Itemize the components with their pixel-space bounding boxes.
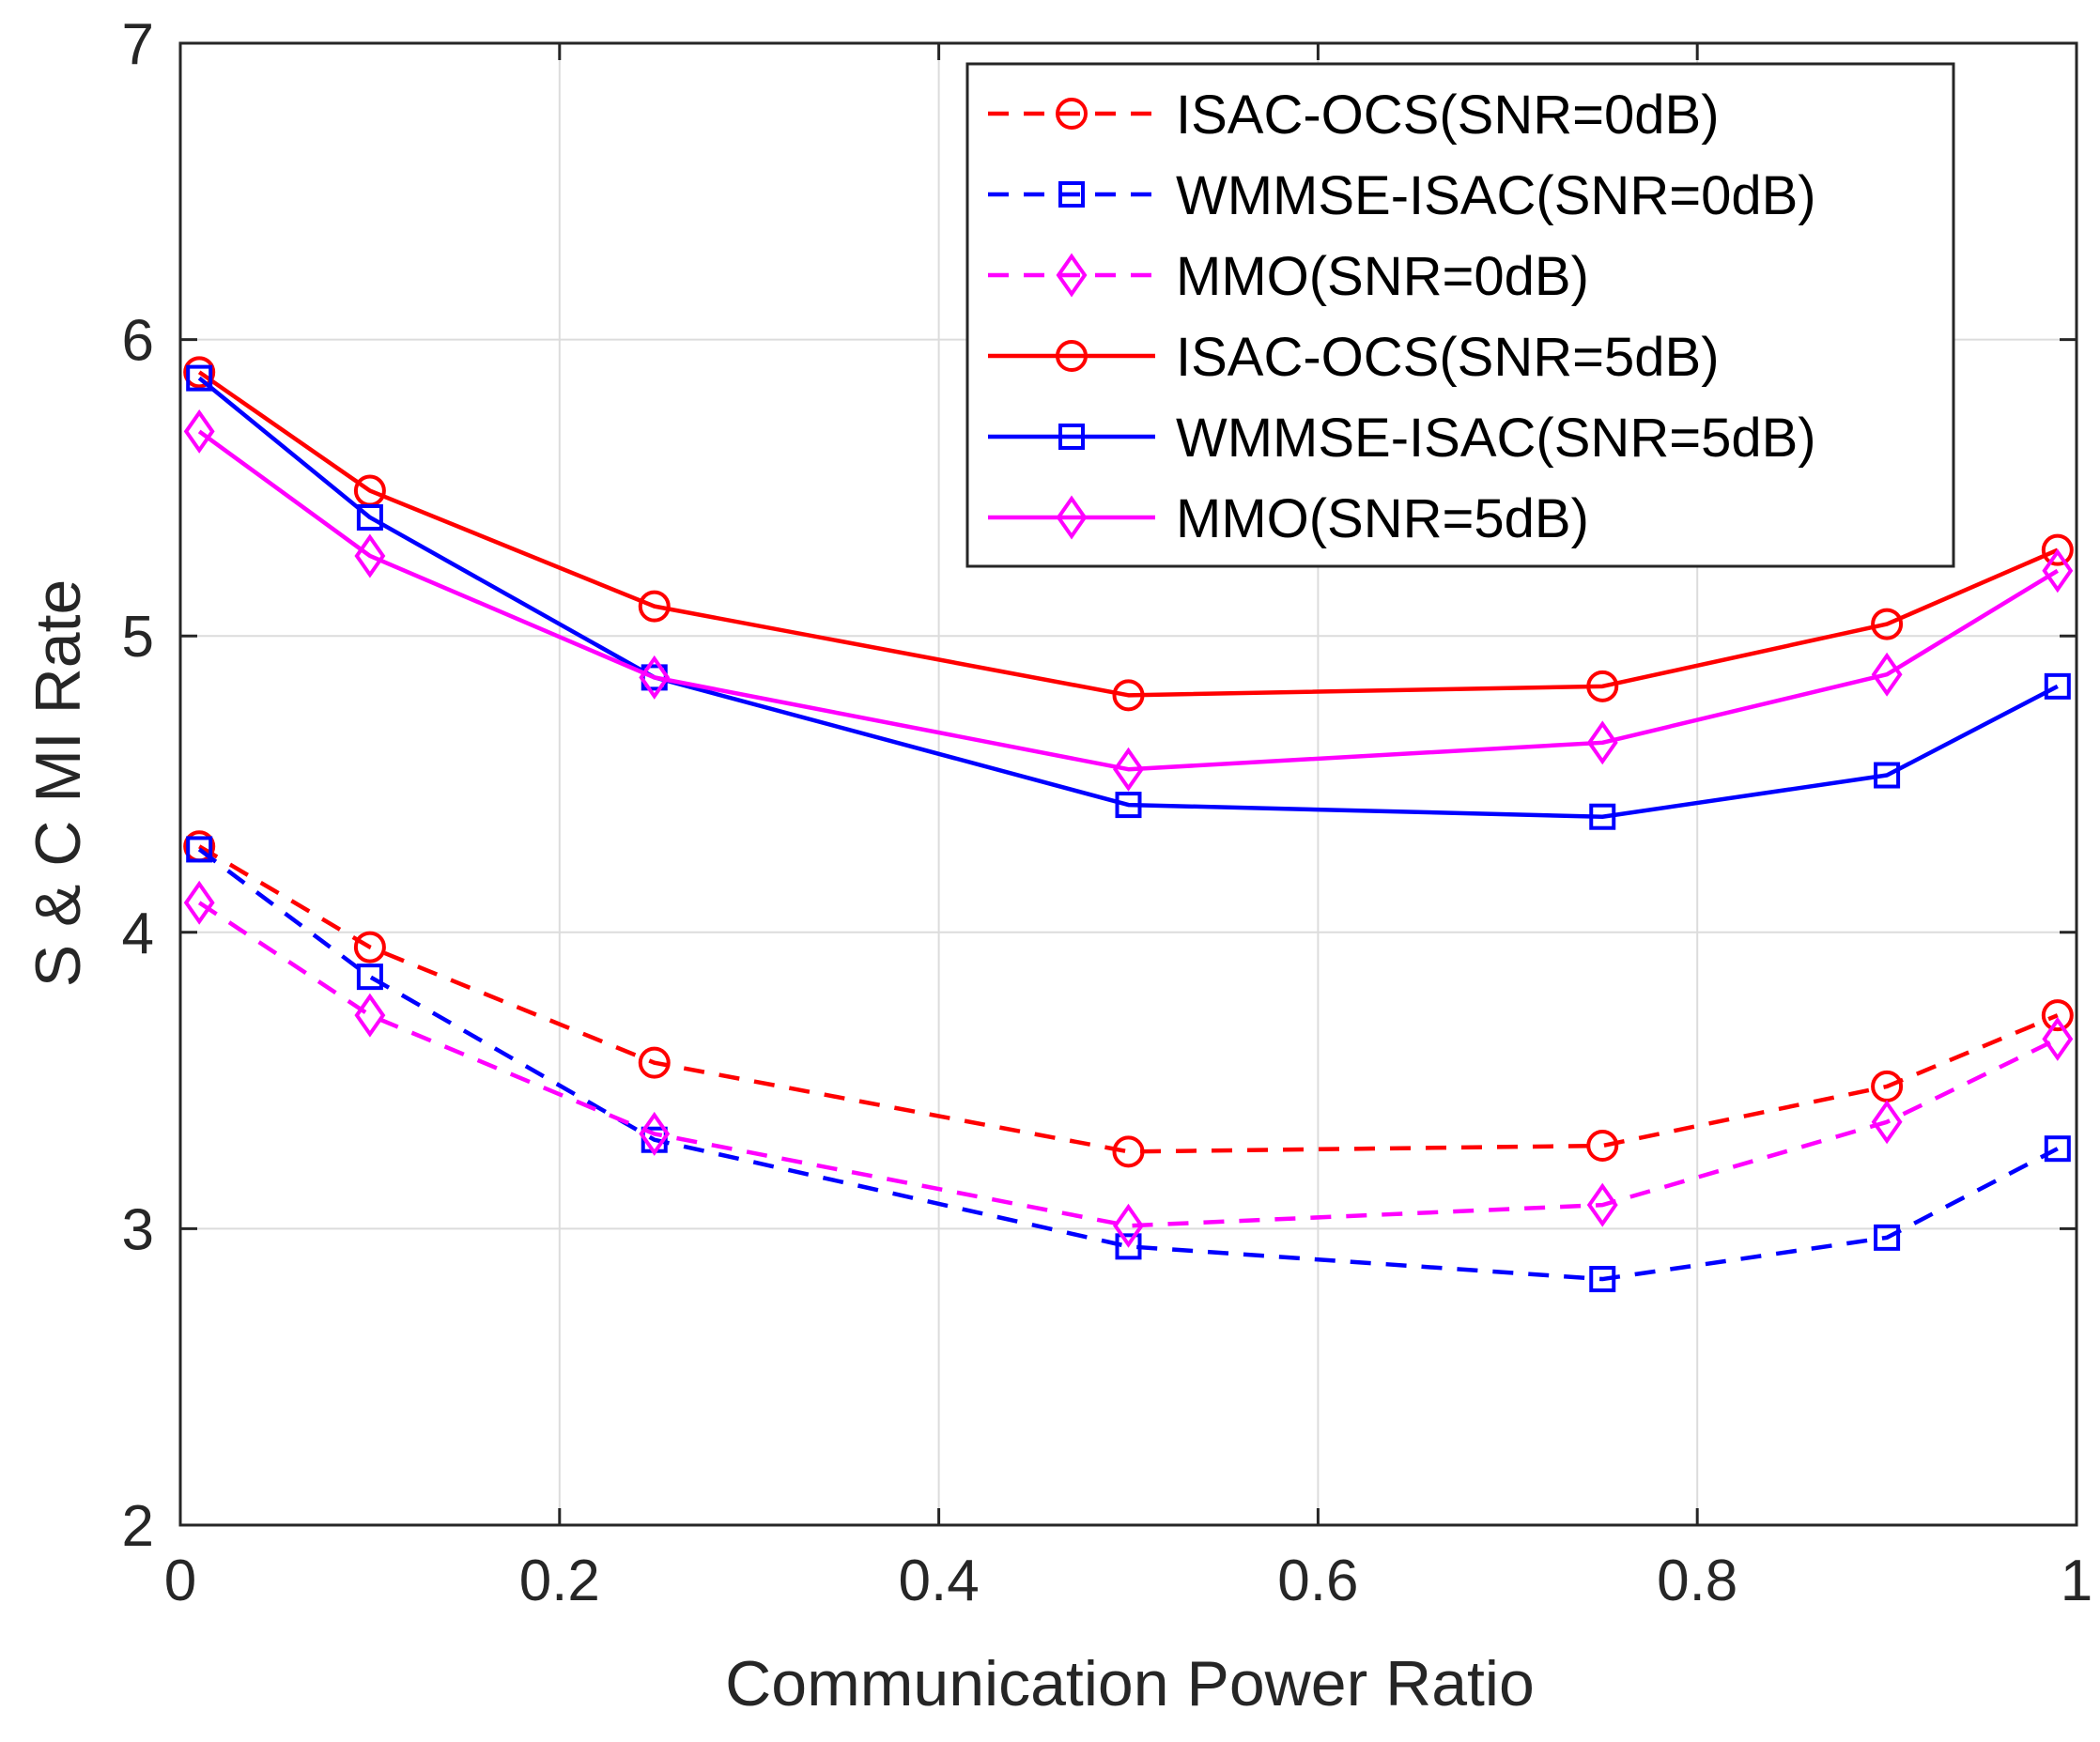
data-point bbox=[1589, 1266, 1616, 1293]
y-tick-label: 3 bbox=[122, 1197, 154, 1262]
series-5 bbox=[183, 409, 2074, 792]
legend-entry: WMMSE-ISAC(SNR=0dB) bbox=[988, 165, 1816, 226]
legend-marker bbox=[1056, 340, 1088, 372]
legend-box bbox=[965, 62, 1955, 568]
data-point bbox=[356, 503, 383, 531]
data-point bbox=[1115, 792, 1142, 819]
data-point bbox=[186, 836, 213, 863]
data-point bbox=[1874, 1224, 1901, 1251]
data-point bbox=[354, 533, 386, 578]
legend-label: MMO(SNR=0dB) bbox=[1176, 246, 1589, 307]
data-point bbox=[1113, 747, 1144, 792]
data-point bbox=[2042, 1016, 2074, 1061]
data-point bbox=[1874, 762, 1901, 789]
data-point bbox=[1112, 679, 1145, 712]
series-line bbox=[197, 429, 2059, 772]
x-tick-label: 0.8 bbox=[1657, 1549, 1737, 1613]
legend-marker bbox=[1056, 98, 1088, 130]
series-3 bbox=[183, 356, 2074, 712]
legend-label: MMO(SNR=5dB) bbox=[1176, 488, 1589, 549]
legend-entry: MMO(SNR=5dB) bbox=[988, 488, 1589, 549]
data-point bbox=[1586, 720, 1618, 765]
data-point bbox=[1871, 652, 1903, 697]
series-2 bbox=[183, 880, 2074, 1248]
series-line bbox=[198, 844, 2059, 1154]
data-point bbox=[638, 590, 671, 623]
y-axis-label: S & C MI Rate bbox=[23, 579, 94, 988]
legend-entry: WMMSE-ISAC(SNR=5dB) bbox=[988, 408, 1816, 469]
data-point bbox=[356, 963, 383, 991]
series-line bbox=[197, 901, 2059, 1228]
y-tick-label: 2 bbox=[122, 1494, 154, 1559]
legend-marker bbox=[1056, 495, 1088, 540]
data-point bbox=[1112, 1135, 1145, 1168]
series-line bbox=[197, 847, 2059, 1282]
data-point bbox=[638, 1046, 671, 1079]
data-point bbox=[2041, 999, 2074, 1032]
legend-label: WMMSE-ISAC(SNR=0dB) bbox=[1176, 165, 1816, 226]
data-point bbox=[639, 655, 671, 700]
data-point bbox=[2044, 1135, 2071, 1163]
data-point bbox=[2044, 672, 2071, 700]
legend-label: WMMSE-ISAC(SNR=5dB) bbox=[1176, 408, 1816, 469]
series-line bbox=[197, 376, 2059, 819]
y-tick-label: 6 bbox=[122, 309, 154, 374]
data-point bbox=[354, 993, 386, 1038]
legend-entry: ISAC-OCS(SNR=5dB) bbox=[988, 327, 1720, 388]
legend-marker bbox=[1058, 424, 1085, 450]
data-point bbox=[186, 364, 213, 392]
x-axis-label: Communication Power Ratio bbox=[725, 1648, 1535, 1719]
x-tick-label: 1 bbox=[2061, 1549, 2092, 1613]
legend-marker bbox=[1058, 181, 1085, 208]
plot-series bbox=[183, 356, 2074, 1293]
y-tick-label: 4 bbox=[122, 902, 154, 966]
x-tick-label: 0.2 bbox=[519, 1549, 600, 1613]
data-point bbox=[183, 356, 216, 389]
legend-label: ISAC-OCS(SNR=5dB) bbox=[1176, 327, 1720, 388]
legend-marker bbox=[1056, 253, 1088, 298]
x-tick-label: 0.6 bbox=[1277, 1549, 1358, 1613]
legend: ISAC-OCS(SNR=0dB) WMMSE-ISAC(SNR=0dB) MMO(… bbox=[965, 62, 1955, 568]
data-point bbox=[639, 1111, 671, 1156]
tick-labels: 0 0.2 0.4 0.6 0.8 1 2 3 4 5 6 7 bbox=[122, 12, 2093, 1613]
data-point bbox=[353, 931, 386, 963]
legend-entry: ISAC-OCS(SNR=0dB) bbox=[988, 85, 1720, 146]
data-point bbox=[2042, 548, 2074, 594]
legend-label: ISAC-OCS(SNR=0dB) bbox=[1176, 85, 1720, 146]
data-point bbox=[1586, 1182, 1618, 1227]
data-point bbox=[1586, 1130, 1619, 1163]
data-point bbox=[183, 880, 215, 925]
data-point bbox=[2041, 533, 2074, 566]
legend-entry: MMO(SNR=0dB) bbox=[988, 246, 1589, 307]
plot-area-frame bbox=[178, 41, 2078, 1527]
data-point bbox=[1589, 803, 1616, 830]
axes bbox=[178, 41, 2078, 1527]
data-point bbox=[1113, 1203, 1144, 1248]
x-tick-label: 0.4 bbox=[898, 1549, 979, 1613]
data-point bbox=[183, 409, 215, 454]
y-tick-label: 5 bbox=[122, 605, 154, 670]
series-line bbox=[197, 370, 2059, 698]
data-point bbox=[1586, 670, 1619, 702]
data-point bbox=[1871, 1100, 1903, 1145]
y-tick-label: 7 bbox=[122, 12, 154, 77]
x-tick-label: 0 bbox=[164, 1549, 196, 1613]
data-point bbox=[1115, 1233, 1142, 1260]
data-point bbox=[1871, 608, 1904, 640]
